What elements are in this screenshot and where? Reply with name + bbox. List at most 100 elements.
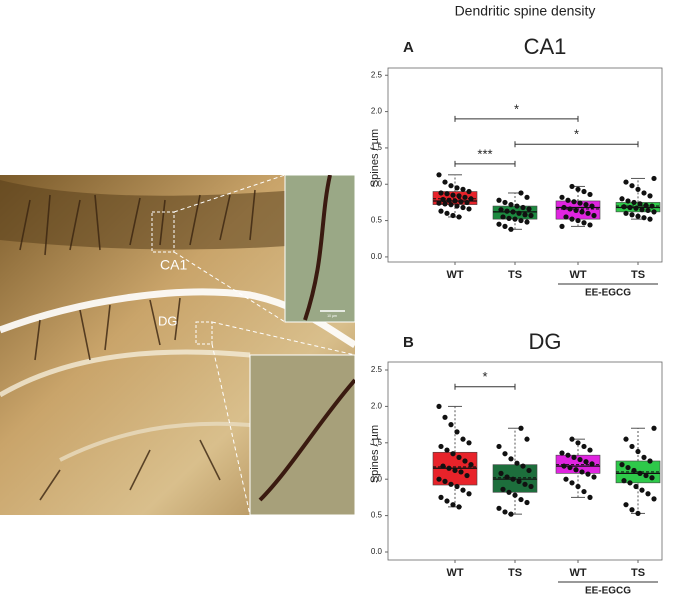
data-point (629, 183, 635, 189)
data-point (468, 196, 474, 202)
data-point (629, 212, 635, 218)
data-point (647, 216, 653, 222)
data-point (575, 483, 581, 490)
data-point (522, 212, 528, 218)
data-point (496, 505, 502, 511)
data-point (520, 204, 526, 211)
data-point (651, 175, 657, 182)
significance-label: * (574, 127, 579, 142)
data-point (462, 458, 468, 464)
data-point (450, 502, 456, 508)
data-point (643, 202, 649, 208)
data-point (460, 487, 466, 493)
data-point (645, 207, 651, 214)
data-point (460, 204, 466, 211)
data-point (637, 470, 643, 476)
data-point (464, 472, 470, 479)
x-tick-label: TS (508, 269, 522, 281)
data-point (649, 203, 655, 209)
significance-label: * (482, 369, 487, 384)
data-point (563, 214, 569, 220)
plot-frame (387, 67, 663, 263)
data-point (502, 509, 508, 515)
data-point (569, 436, 575, 442)
data-point (575, 186, 581, 192)
data-point (567, 206, 573, 212)
data-point (526, 467, 532, 474)
data-point (436, 200, 442, 206)
data-point (585, 210, 591, 216)
data-point (514, 460, 520, 466)
data-point (583, 459, 589, 465)
data-point (575, 440, 581, 446)
chart-title: CA1 (524, 34, 567, 59)
data-point (559, 450, 565, 456)
data-point (514, 203, 520, 209)
data-point (440, 463, 446, 469)
data-point (573, 207, 579, 214)
data-point (639, 207, 645, 213)
data-point (454, 185, 460, 191)
y-tick-label: 2.5 (371, 365, 383, 374)
data-point (444, 210, 450, 216)
data-point (496, 443, 502, 450)
data-point (516, 478, 522, 484)
data-point (458, 469, 464, 475)
data-point (635, 213, 641, 219)
panel-label: A (403, 39, 414, 56)
data-point (587, 191, 593, 198)
y-axis-label: Spines / µm (369, 129, 381, 187)
group-label: EE-EGCG (585, 288, 631, 299)
data-point (442, 414, 448, 420)
data-point (639, 487, 645, 493)
data-point (506, 215, 512, 222)
data-point (627, 204, 633, 211)
data-point (633, 483, 639, 490)
significance-bar (514, 141, 639, 148)
data-point (518, 425, 524, 431)
data-point (577, 456, 583, 463)
data-point (635, 186, 641, 192)
data-point (460, 436, 466, 442)
data-point (625, 198, 631, 204)
data-point (619, 462, 625, 468)
data-point (559, 223, 565, 229)
data-point (561, 204, 567, 211)
data-point (528, 483, 534, 490)
x-tick-label: WT (446, 269, 463, 281)
data-point (571, 454, 577, 460)
data-point (524, 499, 530, 506)
data-point (448, 422, 454, 428)
data-point (524, 436, 530, 442)
data-point (563, 476, 569, 482)
data-point (500, 214, 506, 220)
data-point (623, 210, 629, 216)
data-point (444, 498, 450, 504)
data-point (466, 206, 472, 212)
data-point (577, 200, 583, 206)
data-point (623, 436, 629, 442)
data-point (508, 511, 514, 517)
data-point (589, 461, 595, 467)
data-point (528, 212, 534, 219)
data-point (506, 489, 512, 495)
data-point (448, 481, 454, 487)
data-point (512, 492, 518, 498)
data-point (581, 220, 587, 226)
data-point (569, 216, 575, 222)
micrograph: 10 µm CA1 DG (0, 175, 355, 515)
data-point (442, 179, 448, 185)
x-tick-label: TS (508, 567, 522, 579)
data-point (502, 451, 508, 457)
figure-title: Dendritic spine density (455, 3, 596, 19)
significance-label: *** (477, 146, 492, 161)
significance-bar (454, 160, 516, 167)
data-point (464, 199, 470, 206)
data-point (643, 472, 649, 479)
data-point (623, 502, 629, 508)
data-point (526, 206, 532, 212)
data-point (631, 467, 637, 474)
data-point (510, 209, 516, 215)
data-point (504, 474, 510, 480)
